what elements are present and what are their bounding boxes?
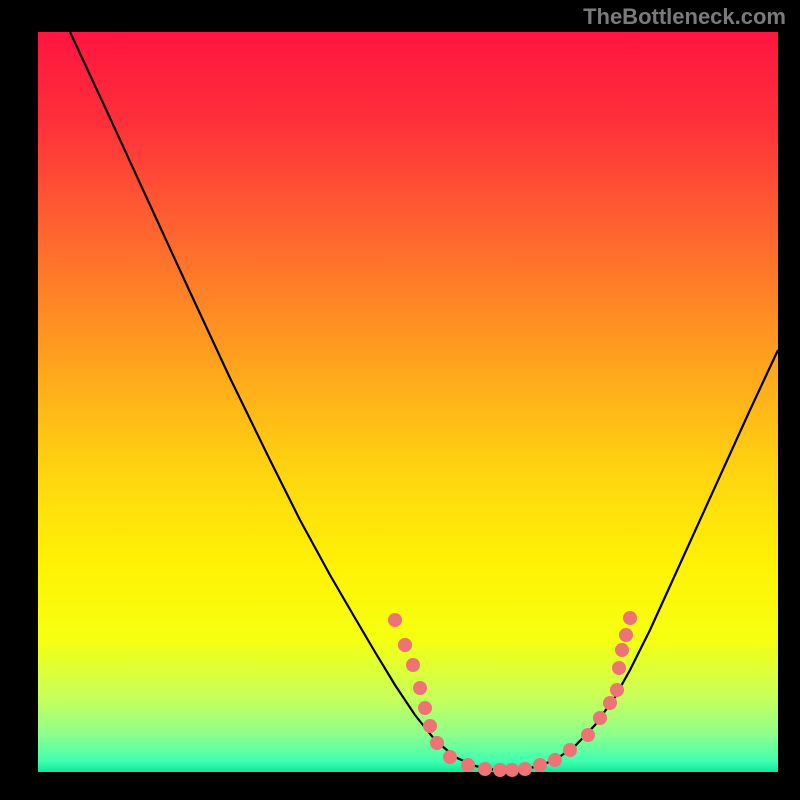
data-marker <box>388 613 402 627</box>
data-marker <box>505 763 519 777</box>
data-marker <box>518 762 532 776</box>
data-marker <box>612 661 626 675</box>
data-marker <box>548 753 562 767</box>
data-marker <box>593 711 607 725</box>
data-marker <box>615 643 629 657</box>
data-marker <box>413 681 427 695</box>
bottleneck-chart: TheBottleneck.com <box>0 0 800 800</box>
data-marker <box>623 611 637 625</box>
data-marker <box>478 762 492 776</box>
data-marker <box>581 728 595 742</box>
bottleneck-curve-line <box>70 32 778 770</box>
data-marker <box>406 658 420 672</box>
curve-layer <box>0 0 800 800</box>
data-marker <box>423 719 437 733</box>
watermark-text: TheBottleneck.com <box>583 4 786 30</box>
data-marker <box>603 696 617 710</box>
data-marker <box>610 683 624 697</box>
data-marker <box>563 743 577 757</box>
data-marker <box>430 736 444 750</box>
data-marker <box>443 750 457 764</box>
data-marker <box>619 628 633 642</box>
data-marker <box>418 701 432 715</box>
data-marker <box>461 758 475 772</box>
data-marker <box>398 638 412 652</box>
data-marker <box>533 758 547 772</box>
